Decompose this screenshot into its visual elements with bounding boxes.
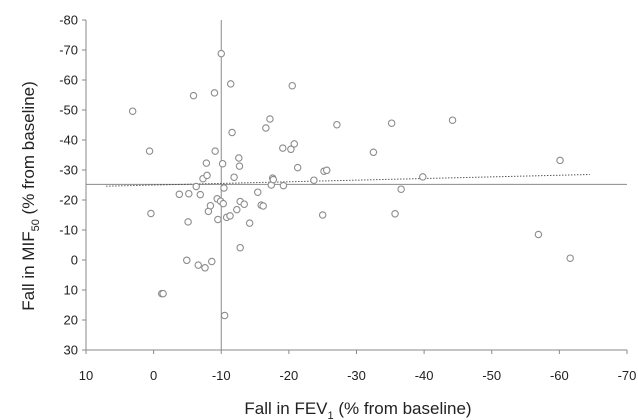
data-point <box>220 311 229 320</box>
y-tick-label: 20 <box>64 313 78 328</box>
y-tick-label: 30 <box>64 343 78 358</box>
data-point <box>534 230 543 239</box>
data-point <box>228 128 236 137</box>
data-point <box>254 188 262 196</box>
x-tick-label: -60 <box>550 368 569 383</box>
x-tick-label: -10 <box>212 368 231 383</box>
data-point <box>226 212 234 220</box>
y-tick-label: 10 <box>64 283 78 298</box>
data-point <box>287 145 295 154</box>
data-point <box>245 219 254 227</box>
data-point <box>220 184 228 192</box>
data-point <box>279 144 287 152</box>
data-point <box>192 182 200 191</box>
data-point <box>269 175 278 184</box>
data-point <box>236 243 244 252</box>
y-tick-label: -80 <box>59 13 78 28</box>
x-tick-label: 0 <box>150 368 157 383</box>
data-point <box>175 190 184 199</box>
data-point <box>288 81 297 90</box>
data-point <box>201 264 209 272</box>
data-point <box>194 261 203 269</box>
data-point <box>333 120 341 129</box>
x-tick-label: -20 <box>279 368 298 383</box>
data-point <box>233 205 241 214</box>
y-tick-label: -40 <box>59 133 78 148</box>
x-tick-label: -30 <box>347 368 366 383</box>
data-point <box>310 176 318 184</box>
data-point <box>262 124 270 132</box>
y-axis-label: Fall in MIF50 (% from baseline) <box>19 81 42 311</box>
data-point <box>202 159 211 167</box>
data-point <box>184 218 192 226</box>
data-point <box>217 49 226 58</box>
data-point <box>159 289 167 298</box>
y-tick-label: -70 <box>59 43 78 58</box>
data-point <box>293 163 302 172</box>
data-point <box>566 254 574 262</box>
y-tick-label: -50 <box>59 103 78 118</box>
y-tick-label: -20 <box>59 193 78 208</box>
data-points <box>128 49 574 320</box>
data-point <box>448 116 457 124</box>
x-tick-label: -40 <box>415 368 434 383</box>
y-tick-label: -10 <box>59 223 78 238</box>
x-tick-label: -70 <box>618 368 637 383</box>
data-point <box>128 107 137 115</box>
data-point <box>419 173 427 181</box>
x-tick-label: -50 <box>482 368 501 383</box>
data-point <box>279 181 288 190</box>
data-point <box>369 148 378 157</box>
y-tick-label: 0 <box>71 253 78 268</box>
data-point <box>290 140 299 148</box>
data-point <box>208 257 216 266</box>
data-point <box>259 202 267 210</box>
data-point <box>185 189 193 198</box>
data-point <box>556 156 564 165</box>
data-point <box>387 119 396 127</box>
data-point <box>266 115 274 123</box>
data-point <box>235 162 244 170</box>
data-point <box>203 171 211 180</box>
data-point <box>189 91 198 100</box>
x-tick-label: 10 <box>79 368 93 383</box>
data-point <box>322 166 331 175</box>
data-point <box>218 159 227 168</box>
data-point <box>235 154 243 162</box>
y-tick-label: -60 <box>59 73 78 88</box>
data-point <box>391 210 399 218</box>
data-point <box>230 173 238 181</box>
y-tick-label: -30 <box>59 163 78 178</box>
data-point <box>226 80 235 88</box>
data-point <box>206 201 215 210</box>
data-point <box>211 147 219 155</box>
x-axis-label: Fall in FEV1 (% from baseline) <box>244 399 471 420</box>
trendline <box>106 174 590 187</box>
data-point <box>318 211 327 219</box>
data-point <box>219 199 228 208</box>
data-point <box>145 147 154 155</box>
data-point <box>183 256 191 265</box>
data-point <box>147 209 155 218</box>
data-point <box>240 200 248 208</box>
data-point <box>196 190 205 199</box>
data-point <box>214 215 222 224</box>
data-point <box>210 89 219 97</box>
data-point <box>397 185 405 193</box>
